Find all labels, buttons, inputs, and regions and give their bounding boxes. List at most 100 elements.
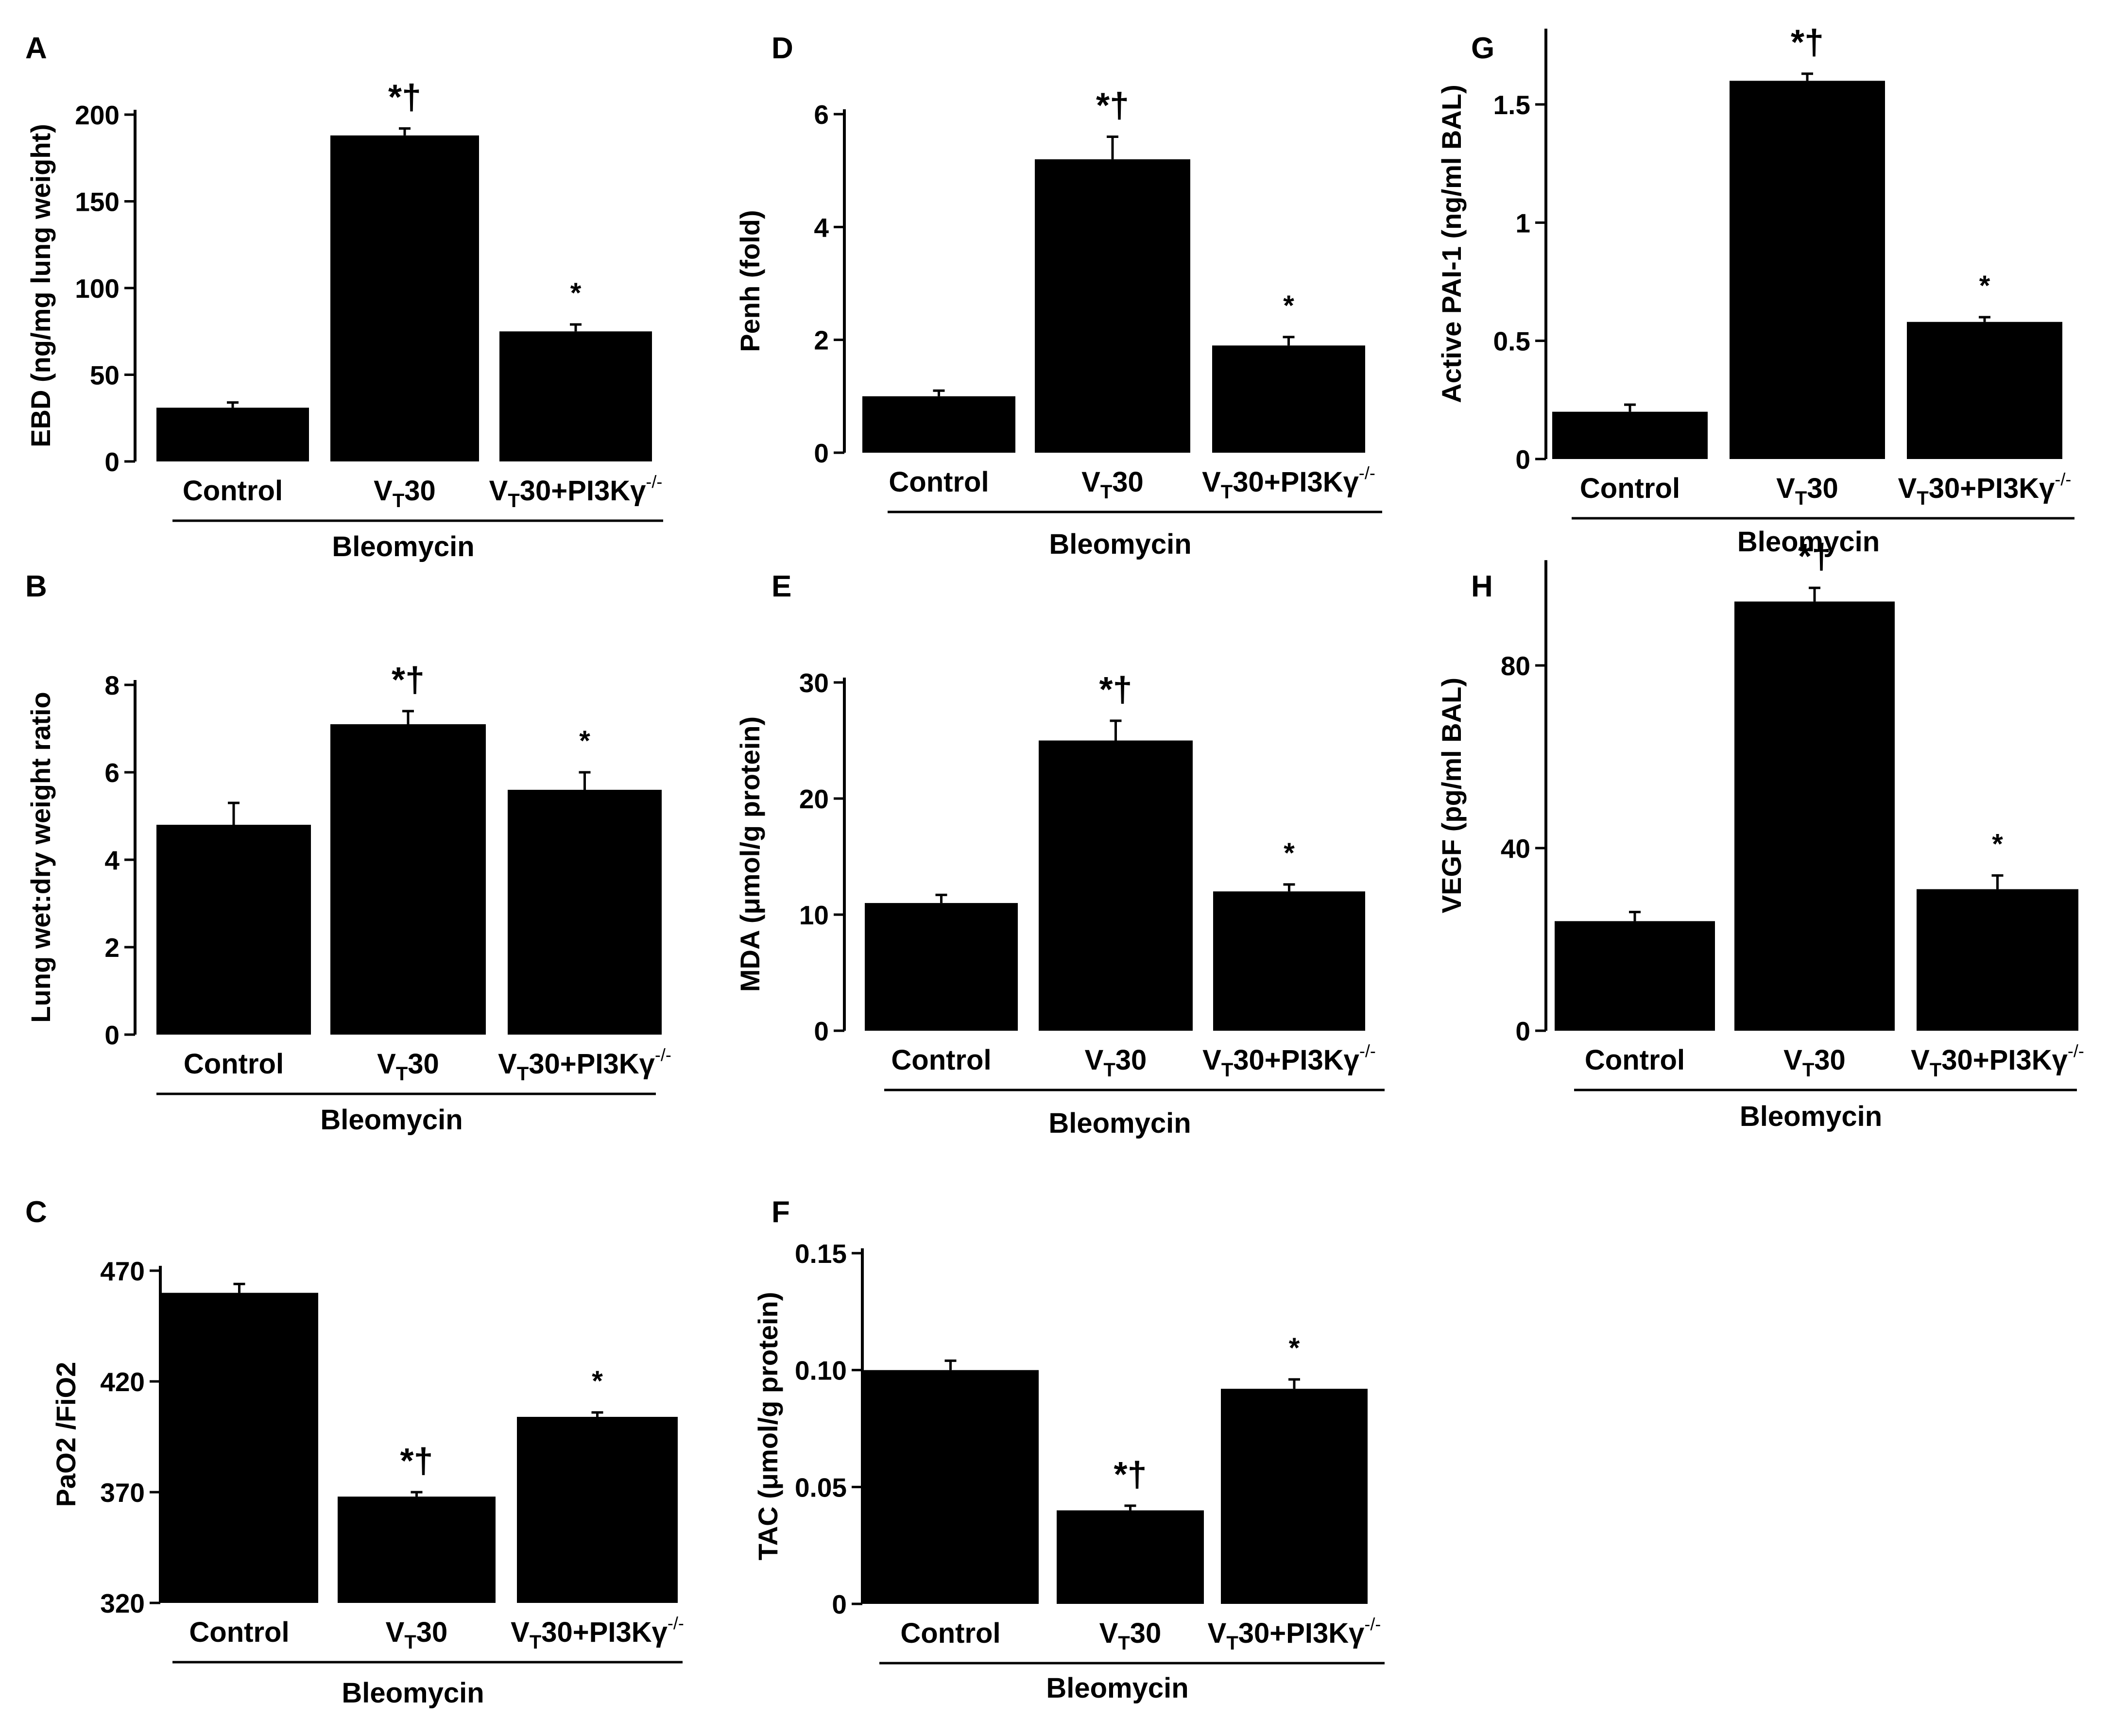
- significance-marker: *: [570, 277, 582, 309]
- group-label: Bleomycin: [1046, 1672, 1188, 1704]
- y-tick-label: 0: [814, 438, 829, 468]
- significance-marker: *: [592, 1365, 603, 1397]
- bar: [1734, 601, 1895, 1031]
- x-tick-label: VT30+PI3Kγ-/-: [1898, 469, 2072, 509]
- x-tick-label: VT30: [377, 1048, 439, 1085]
- bar: [1917, 889, 2078, 1031]
- bar: [862, 1370, 1039, 1604]
- panel-c: C 320 370 420 470 PaO2 /FiO2 Control *† VT30 * VT3…: [25, 1195, 684, 1709]
- y-tick-label: 0.5: [1493, 326, 1530, 357]
- significance-marker: *: [579, 725, 590, 757]
- x-tick-label: VT30: [1783, 1044, 1846, 1081]
- bar: [1039, 740, 1193, 1031]
- x-tick-label: VT30+PI3Kγ-/-: [498, 1045, 671, 1085]
- panel-letter: B: [25, 570, 47, 603]
- x-tick-label: VT30+PI3Kγ-/-: [1202, 463, 1375, 503]
- group-label: Bleomycin: [332, 531, 474, 562]
- significance-marker: *†: [1099, 670, 1132, 709]
- x-tick-label: Control: [891, 1044, 991, 1076]
- y-tick-label: 2: [814, 325, 829, 356]
- x-tick-label: VT30+PI3Kγ-/-: [489, 472, 663, 511]
- bar: [1213, 891, 1365, 1031]
- bar: [330, 724, 486, 1035]
- y-axis-label: Active PAI-1 (ng/ml BAL): [1436, 85, 1467, 403]
- y-axis-label: Penh (fold): [735, 210, 765, 352]
- x-tick-label: Control: [900, 1617, 1000, 1649]
- y-tick-label: 30: [799, 668, 829, 698]
- bar: [499, 331, 652, 461]
- bar: [1907, 322, 2062, 459]
- x-tick-label: VT30+PI3Kγ-/-: [1202, 1041, 1376, 1081]
- group-label: Bleomycin: [1740, 1101, 1882, 1132]
- panel-letter: H: [1471, 570, 1493, 603]
- y-tick-label: 0: [104, 447, 120, 477]
- x-tick-label: Control: [183, 475, 283, 507]
- y-axis-label: TAC (μmol/g protein): [753, 1292, 783, 1561]
- panel-letter: G: [1471, 32, 1494, 65]
- significance-marker: *†: [1791, 23, 1824, 62]
- bar: [1035, 159, 1190, 453]
- y-tick-label: 4: [814, 212, 829, 242]
- significance-marker: *: [1283, 290, 1294, 322]
- significance-marker: *: [1284, 837, 1295, 869]
- significance-marker: *†: [1798, 537, 1831, 576]
- bar: [865, 903, 1018, 1031]
- significance-marker: *: [1979, 270, 1990, 302]
- bar: [156, 408, 309, 461]
- panel-letter: E: [771, 570, 791, 603]
- y-tick-label: 320: [100, 1588, 145, 1618]
- significance-marker: *†: [400, 1442, 433, 1481]
- x-tick-label: VT30: [386, 1617, 448, 1653]
- bar: [156, 825, 311, 1035]
- panel-h: H 0 40 80 VEGF (pg/ml BAL) Control *† VT30 * VT30…: [1436, 537, 2084, 1132]
- panel-letter: A: [25, 32, 47, 65]
- bar: [1057, 1510, 1204, 1604]
- y-tick-label: 370: [100, 1478, 145, 1508]
- y-tick-label: 420: [100, 1367, 145, 1397]
- panel-a: A 0 50 100 150 200 EBD (ng/mg lung weight) Cont…: [25, 32, 663, 562]
- y-tick-label: 80: [1501, 651, 1530, 681]
- significance-marker: *†: [388, 78, 421, 117]
- x-tick-label: VT30+PI3Kγ-/-: [1208, 1614, 1381, 1654]
- panel-g: G 0 0.5 1 1.5 Active PAI-1 (ng/ml BAL) Control…: [1436, 23, 2074, 558]
- y-tick-label: 150: [75, 187, 120, 217]
- bar: [517, 1416, 678, 1603]
- y-tick-label: 0: [1515, 444, 1530, 475]
- x-tick-label: VT30: [1085, 1044, 1147, 1081]
- y-tick-label: 0: [832, 1589, 847, 1619]
- y-tick-label: 1: [1515, 208, 1530, 238]
- x-tick-label: VT30: [1081, 466, 1144, 503]
- y-tick-label: 0: [104, 1020, 120, 1050]
- x-tick-label: Control: [1580, 473, 1680, 504]
- x-tick-label: VT30+PI3Kγ-/-: [511, 1613, 684, 1653]
- panel-d: D 0 2 4 6 Penh (fold) Control *† VT30 * VT30+PI3Kγ…: [735, 32, 1382, 560]
- bar: [508, 790, 662, 1035]
- significance-marker: *†: [392, 661, 425, 699]
- y-tick-label: 2: [104, 933, 120, 963]
- x-tick-label: Control: [889, 466, 989, 498]
- y-axis-label: EBD (ng/mg lung weight): [25, 124, 56, 447]
- x-tick-label: VT30: [1776, 473, 1838, 509]
- x-tick-label: VT30+PI3Kγ-/-: [1911, 1041, 2084, 1081]
- significance-marker: *: [1289, 1332, 1300, 1364]
- y-tick-label: 100: [75, 273, 120, 304]
- panel-f: F 0 0.05 0.10 0.15 TAC (μmol/g protein) Contro…: [753, 1195, 1385, 1704]
- y-tick-label: 1.5: [1493, 90, 1530, 120]
- x-tick-label: Control: [1585, 1044, 1685, 1076]
- significance-marker: *†: [1114, 1455, 1147, 1494]
- y-tick-label: 0: [814, 1016, 829, 1046]
- y-tick-label: 8: [104, 670, 120, 700]
- y-tick-label: 470: [100, 1256, 145, 1286]
- bar: [160, 1293, 318, 1603]
- significance-marker: *: [1992, 828, 2003, 860]
- x-tick-label: Control: [189, 1617, 289, 1648]
- y-tick-label: 6: [814, 100, 829, 130]
- bar: [1552, 411, 1708, 459]
- y-axis-label: Lung wet:dry weight ratio: [25, 692, 56, 1022]
- y-tick-label: 0.05: [795, 1472, 847, 1502]
- bar: [1212, 345, 1365, 453]
- panel-letter: F: [771, 1195, 790, 1229]
- y-tick-label: 10: [799, 900, 829, 930]
- panel-b: B 0 2 4 6 8 Lung wet:dry weight ratio Control *†…: [25, 570, 671, 1136]
